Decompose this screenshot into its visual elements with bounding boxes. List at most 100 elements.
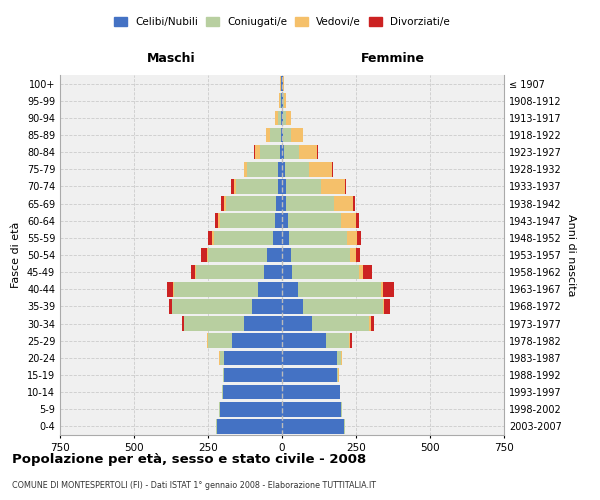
Bar bbox=[282, 419, 344, 434]
Bar bbox=[264, 265, 282, 280]
Bar bbox=[321, 179, 345, 194]
Bar bbox=[303, 299, 383, 314]
Bar bbox=[212, 230, 214, 245]
Bar bbox=[326, 334, 349, 348]
Bar bbox=[259, 282, 282, 296]
Bar bbox=[283, 94, 284, 108]
Bar bbox=[288, 214, 341, 228]
Bar bbox=[289, 230, 347, 245]
Bar bbox=[282, 145, 284, 160]
Bar bbox=[220, 402, 282, 416]
Bar bbox=[244, 316, 282, 331]
Bar bbox=[217, 419, 282, 434]
Bar bbox=[291, 128, 303, 142]
Bar bbox=[275, 110, 278, 125]
Bar bbox=[282, 179, 286, 194]
Bar bbox=[282, 128, 283, 142]
Bar bbox=[383, 299, 384, 314]
Bar bbox=[282, 282, 298, 296]
Bar bbox=[236, 179, 278, 194]
Bar bbox=[206, 334, 208, 348]
Bar bbox=[244, 162, 247, 176]
Bar bbox=[337, 368, 338, 382]
Text: COMUNE DI MONTESPERTOLI (FI) - Dati ISTAT 1° gennaio 2008 - Elaborazione TUTTITA: COMUNE DI MONTESPERTOLI (FI) - Dati ISTA… bbox=[12, 480, 376, 490]
Bar bbox=[282, 230, 289, 245]
Bar bbox=[282, 368, 337, 382]
Bar bbox=[308, 162, 332, 176]
Bar bbox=[278, 110, 281, 125]
Bar bbox=[356, 214, 359, 228]
Bar bbox=[279, 94, 280, 108]
Bar bbox=[347, 230, 358, 245]
Bar bbox=[353, 196, 355, 211]
Bar bbox=[214, 230, 273, 245]
Bar bbox=[280, 94, 281, 108]
Bar bbox=[349, 334, 350, 348]
Bar bbox=[283, 128, 291, 142]
Bar bbox=[282, 334, 326, 348]
Bar bbox=[255, 145, 260, 160]
Bar bbox=[184, 316, 244, 331]
Y-axis label: Anni di nascita: Anni di nascita bbox=[566, 214, 575, 296]
Bar bbox=[345, 179, 346, 194]
Bar bbox=[215, 214, 218, 228]
Bar bbox=[283, 110, 286, 125]
Bar bbox=[285, 162, 308, 176]
Bar bbox=[232, 179, 234, 194]
Bar bbox=[253, 299, 282, 314]
Bar bbox=[224, 368, 282, 382]
Bar bbox=[282, 162, 285, 176]
Bar bbox=[167, 282, 173, 296]
Bar bbox=[282, 350, 337, 365]
Bar bbox=[208, 334, 232, 348]
Text: Femmine: Femmine bbox=[361, 52, 425, 64]
Bar bbox=[282, 385, 340, 400]
Bar bbox=[284, 145, 299, 160]
Bar bbox=[232, 334, 282, 348]
Bar bbox=[282, 316, 311, 331]
Bar bbox=[218, 214, 220, 228]
Bar bbox=[267, 248, 282, 262]
Bar bbox=[270, 128, 281, 142]
Bar bbox=[381, 282, 383, 296]
Bar bbox=[220, 214, 275, 228]
Bar bbox=[334, 196, 353, 211]
Bar bbox=[282, 265, 292, 280]
Bar bbox=[223, 368, 224, 382]
Bar bbox=[358, 230, 361, 245]
Bar bbox=[282, 110, 283, 125]
Bar bbox=[195, 265, 196, 280]
Bar bbox=[247, 162, 278, 176]
Bar bbox=[286, 179, 321, 194]
Bar bbox=[350, 248, 356, 262]
Bar bbox=[223, 385, 282, 400]
Bar bbox=[298, 282, 381, 296]
Bar bbox=[332, 162, 333, 176]
Text: Maschi: Maschi bbox=[146, 52, 196, 64]
Bar bbox=[282, 248, 291, 262]
Bar bbox=[286, 196, 334, 211]
Bar bbox=[282, 299, 303, 314]
Bar bbox=[371, 316, 374, 331]
Bar bbox=[208, 248, 267, 262]
Bar bbox=[208, 230, 212, 245]
Bar bbox=[280, 145, 282, 160]
Bar bbox=[286, 110, 291, 125]
Bar bbox=[350, 334, 352, 348]
Bar bbox=[226, 196, 276, 211]
Bar bbox=[182, 316, 184, 331]
Bar bbox=[196, 265, 264, 280]
Bar bbox=[383, 282, 394, 296]
Bar bbox=[337, 350, 341, 365]
Bar bbox=[275, 214, 282, 228]
Bar bbox=[282, 402, 341, 416]
Bar bbox=[276, 196, 282, 211]
Bar bbox=[311, 316, 370, 331]
Y-axis label: Fasce di età: Fasce di età bbox=[11, 222, 21, 288]
Bar bbox=[281, 128, 282, 142]
Text: Popolazione per età, sesso e stato civile - 2008: Popolazione per età, sesso e stato civil… bbox=[12, 452, 366, 466]
Bar bbox=[200, 248, 206, 262]
Bar bbox=[260, 145, 280, 160]
Bar bbox=[191, 265, 195, 280]
Bar bbox=[221, 196, 224, 211]
